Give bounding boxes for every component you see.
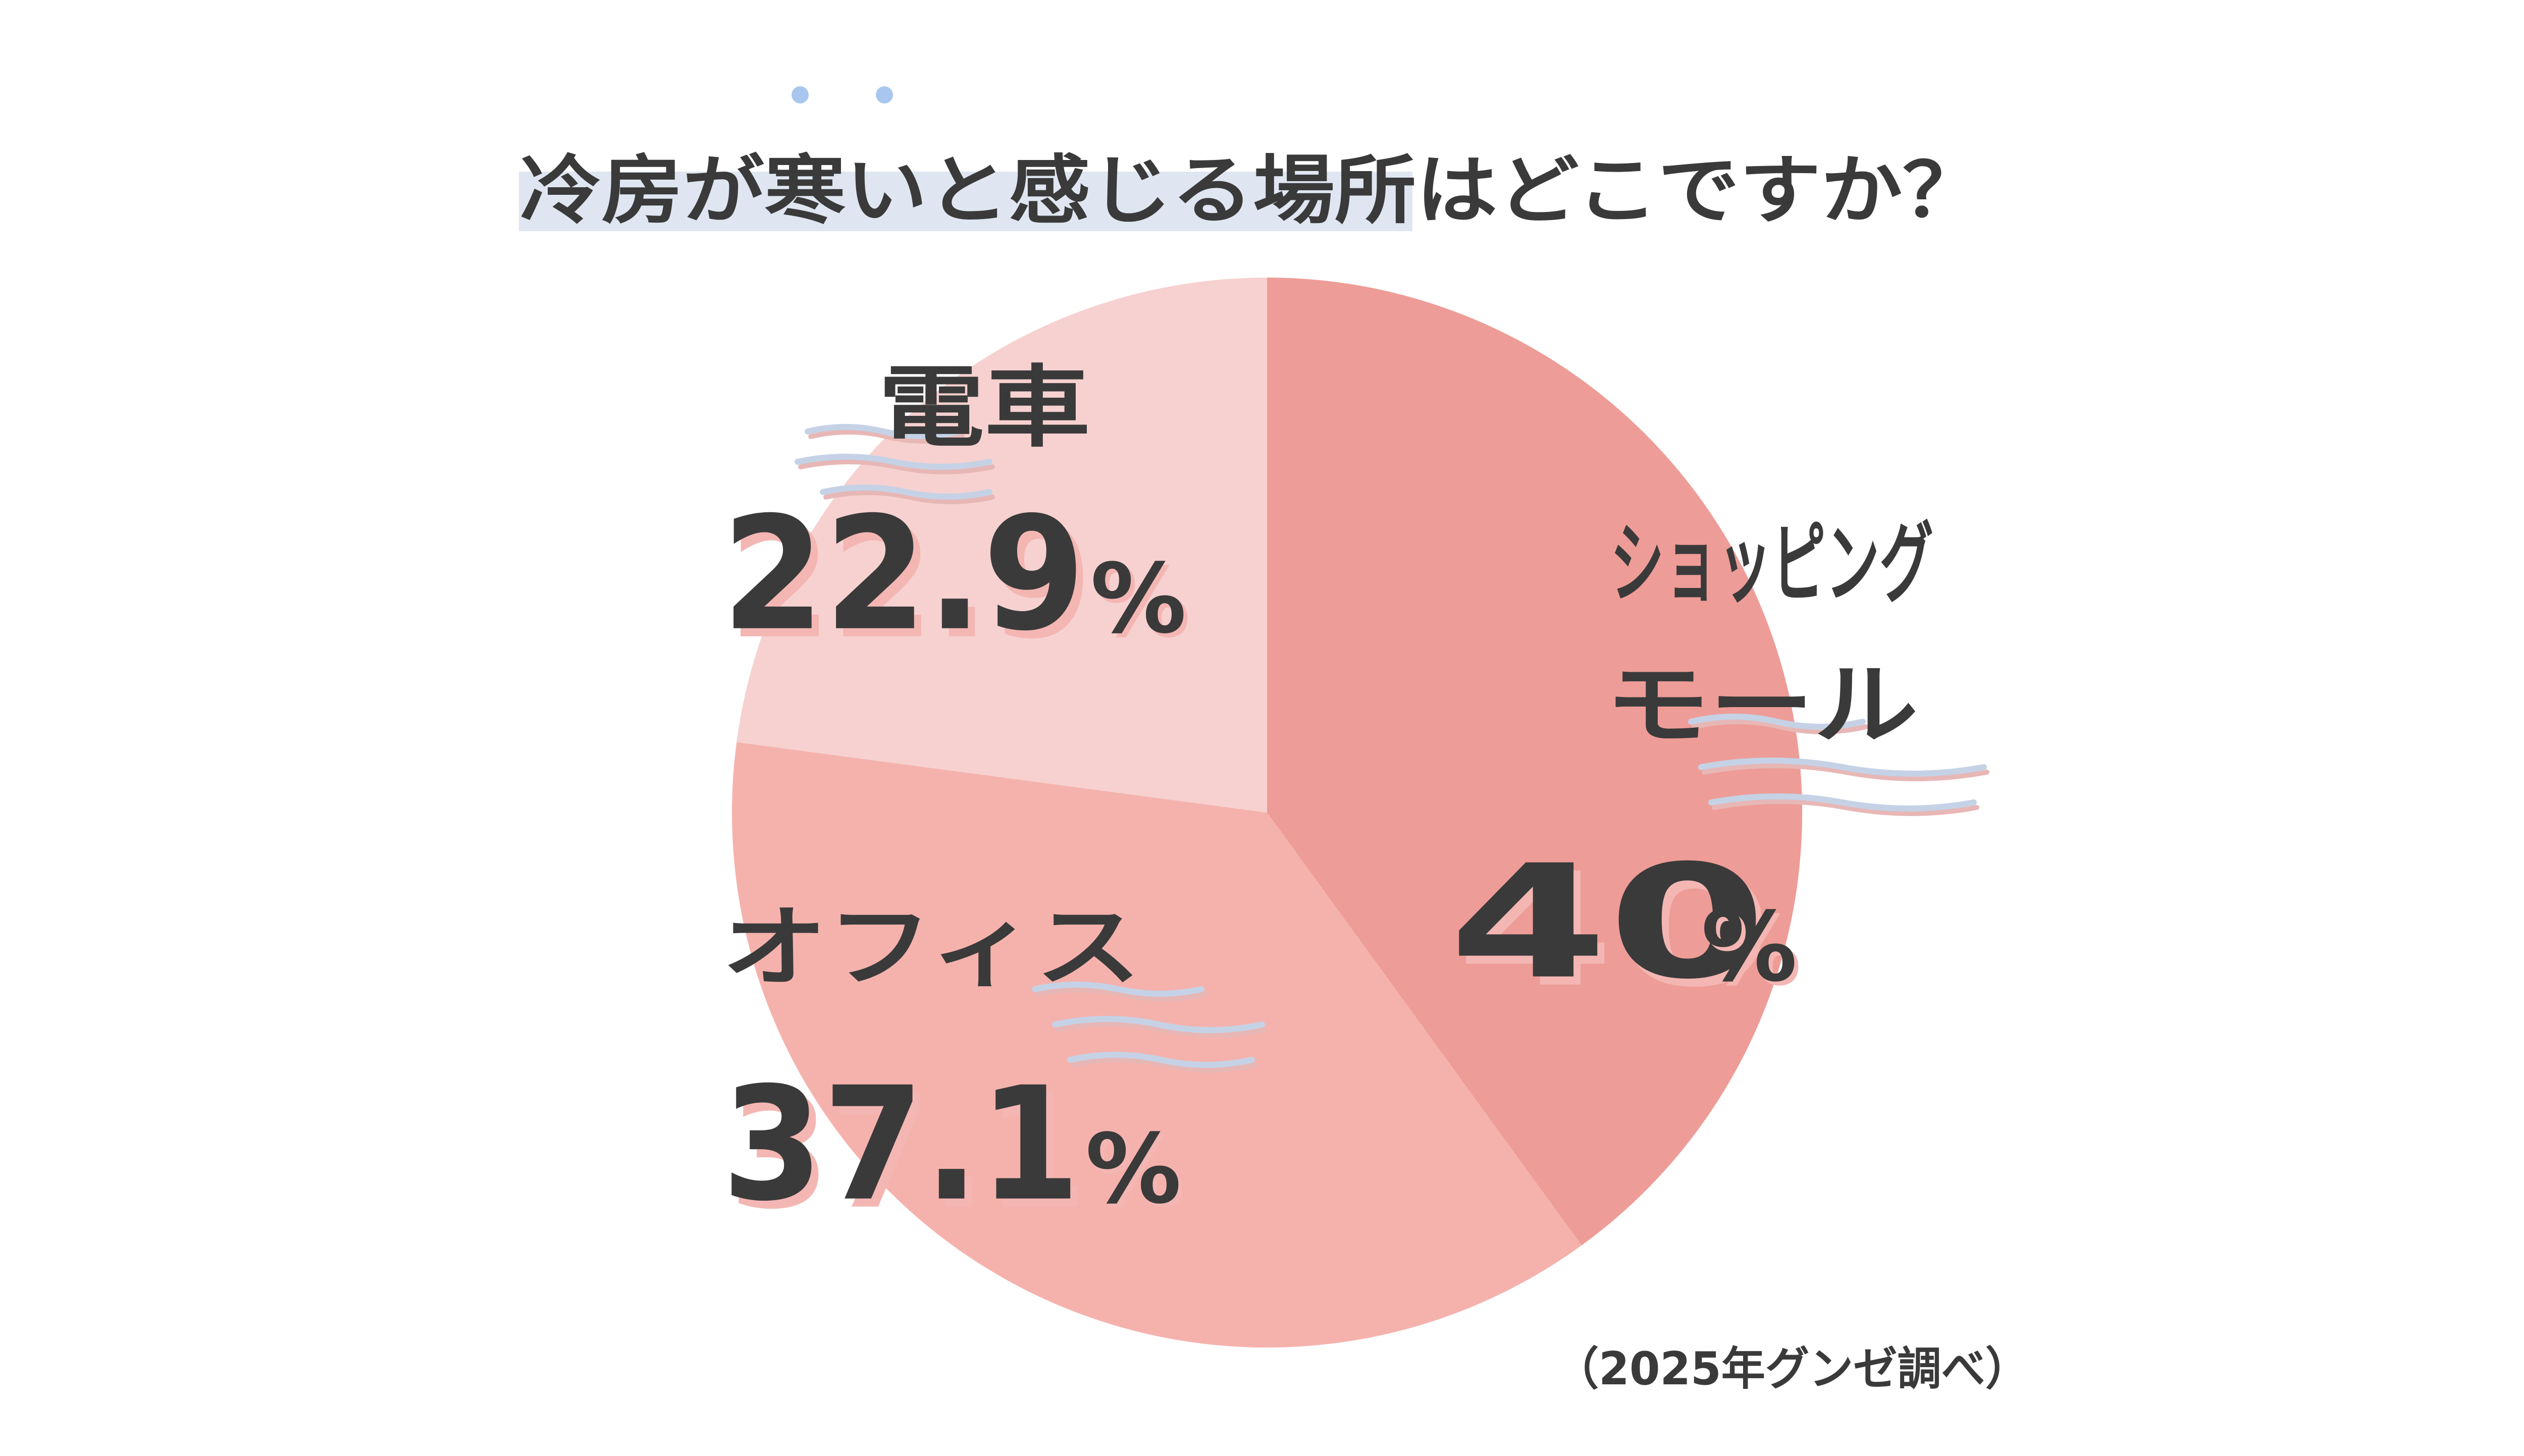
wind-line [805,424,962,439]
pie-slice [731,742,1582,1348]
slice-label: オフィス [722,897,1141,999]
slice-value-shadow: 22.9 [729,492,1092,674]
slice-value: 22.9 [722,483,1085,666]
slice-value: 40 [1449,832,1767,1014]
wind-line [1056,1021,1268,1038]
chart-title: 冷房が寒いと感じる場所はどこですか？ [520,147,1984,234]
wind-line [1071,1057,1257,1072]
title-emphasis-dot [876,86,893,103]
wind-line [823,490,995,504]
wind-line [1032,982,1204,997]
wind-decorations [795,424,1989,1072]
wind-line [1688,714,1866,730]
wind-line [1698,758,1987,777]
wind-line [1708,793,1977,812]
slice-unit-shadow: % [1094,547,1190,659]
wind-line [820,484,992,500]
wind-line [1692,719,1868,734]
slice-value: 37.1 [722,1054,1080,1236]
slice-label: ショッピング [1610,513,1933,616]
slice-unit-shadow: % [1705,895,1801,1007]
pie-slices [731,277,1803,1348]
wind-line [1052,1016,1265,1033]
title-highlight [519,172,1412,231]
slice-unit: % [1090,543,1186,655]
pie-slice [1267,278,1803,1246]
pie-slice [737,277,1267,813]
wind-line [1702,763,1989,781]
title-emphasis-dot [792,86,809,103]
slice-label: モール [1605,655,1918,757]
wind-line [1035,987,1207,1001]
wind-line [798,459,995,474]
slice-unit: % [1085,1113,1181,1225]
slice-value-shadow: 40 [1456,840,1774,1022]
wind-line [1712,799,1979,816]
slice-value-shadow: 37.1 [729,1062,1087,1244]
wind-line [808,429,965,444]
slice-label: 電車 [878,357,1090,459]
source-note: （2025年グンゼ調べ） [1555,1342,2029,1395]
slice-unit: % [1701,891,1797,1003]
wind-line [1067,1052,1255,1068]
wind-line [795,454,992,470]
slice-unit-shadow: % [1089,1117,1185,1229]
